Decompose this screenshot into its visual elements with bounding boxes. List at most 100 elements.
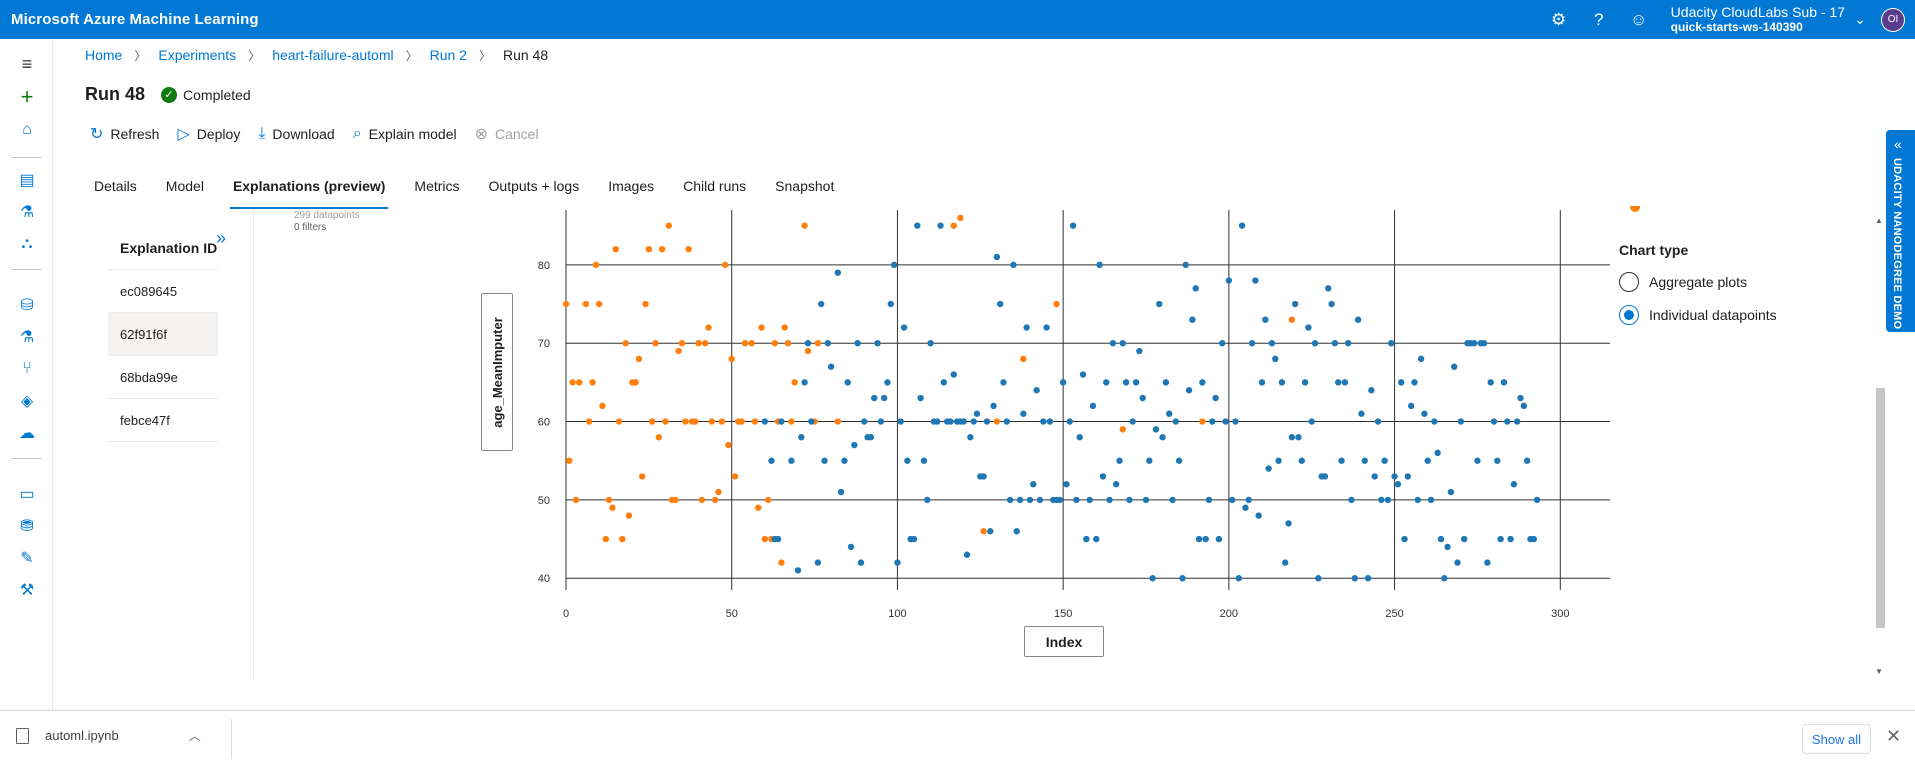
data-point-orange[interactable] [771, 339, 778, 347]
designer-icon[interactable]: ⛬ [21, 235, 33, 252]
data-point-orange[interactable] [741, 339, 749, 347]
data-point-blue[interactable] [1248, 339, 1256, 347]
scroll-up-icon[interactable]: ▲ [1875, 216, 1883, 225]
data-point-blue[interactable] [884, 379, 891, 386]
data-point-blue[interactable] [847, 543, 855, 551]
breadcrumb-parent-run[interactable]: Run 2 [429, 47, 467, 63]
data-point-orange[interactable] [612, 245, 619, 253]
data-point-blue[interactable] [827, 363, 835, 370]
refresh-button[interactable]: ↻ Refresh [90, 124, 159, 144]
data-point-blue[interactable] [1222, 418, 1229, 425]
data-point-orange[interactable] [804, 347, 812, 355]
data-point-blue[interactable] [1490, 418, 1498, 425]
data-point-blue[interactable] [1384, 496, 1392, 504]
data-point-blue[interactable] [1026, 496, 1034, 504]
data-point-orange[interactable] [778, 559, 785, 566]
data-point-blue[interactable] [1122, 379, 1130, 386]
data-point-blue[interactable] [920, 457, 928, 464]
data-point-blue[interactable] [980, 473, 987, 480]
data-point-blue[interactable] [1185, 387, 1193, 394]
data-point-orange[interactable] [980, 528, 987, 535]
data-point-blue[interactable] [1411, 379, 1418, 386]
data-point-orange[interactable] [1053, 300, 1060, 308]
data-point-orange[interactable] [784, 339, 792, 347]
data-point-orange[interactable] [615, 418, 623, 425]
feedback-smiley-icon[interactable]: ☺ [1629, 9, 1648, 29]
app-title[interactable]: Microsoft Azure Machine Learning [11, 11, 259, 28]
data-point-blue[interactable] [801, 379, 808, 386]
data-point-blue[interactable] [1016, 496, 1024, 504]
data-point-blue[interactable] [1258, 379, 1266, 386]
data-point-blue[interactable] [1172, 418, 1180, 425]
tab-child-runs[interactable]: Child runs [683, 178, 747, 194]
download-button[interactable]: ⤓ Download [258, 124, 334, 144]
data-point-orange[interactable] [993, 418, 1001, 425]
data-point-blue[interactable] [804, 339, 812, 347]
data-point-blue[interactable] [1219, 339, 1226, 347]
breadcrumb-experiments[interactable]: Experiments [158, 47, 237, 63]
data-point-blue[interactable] [1069, 222, 1077, 229]
data-point-blue[interactable] [774, 535, 782, 543]
data-point-blue[interactable] [1175, 457, 1183, 464]
data-point-blue[interactable] [1398, 379, 1405, 386]
data-point-blue[interactable] [1192, 285, 1199, 292]
data-point-blue[interactable] [1311, 339, 1319, 347]
data-point-blue[interactable] [1328, 300, 1335, 308]
data-point-blue[interactable] [1291, 300, 1299, 308]
data-point-blue[interactable] [768, 457, 775, 464]
data-point-blue[interactable] [1520, 402, 1528, 410]
data-point-blue[interactable] [1348, 496, 1355, 504]
data-point-blue[interactable] [1298, 457, 1305, 464]
data-point-orange[interactable] [708, 418, 716, 425]
data-point-blue[interactable] [1361, 457, 1368, 464]
data-point-blue[interactable] [867, 434, 875, 441]
data-point-orange[interactable] [755, 504, 762, 511]
data-point-blue[interactable] [1076, 434, 1083, 441]
explain-model-button[interactable]: ⌕ Explain model [353, 124, 457, 144]
data-point-blue[interactable] [1321, 473, 1329, 480]
data-point-blue[interactable] [1013, 528, 1020, 535]
linked-services-icon[interactable]: ⚒ [19, 582, 35, 599]
data-point-blue[interactable] [808, 418, 815, 425]
data-point-blue[interactable] [1394, 481, 1402, 488]
hamburger-menu-icon[interactable]: ≡ [21, 53, 33, 74]
data-point-blue[interactable] [1338, 457, 1345, 464]
data-point-orange[interactable] [566, 457, 573, 464]
data-point-orange[interactable] [725, 441, 732, 449]
tab-images[interactable]: Images [608, 178, 655, 194]
list-item[interactable]: ec089645 [108, 270, 218, 313]
data-point-blue[interactable] [1099, 473, 1107, 480]
data-point-orange[interactable] [605, 496, 613, 504]
data-point-blue[interactable] [1119, 339, 1127, 347]
chevron-down-icon[interactable]: ⌄ [1854, 11, 1866, 27]
data-point-blue[interactable] [1514, 418, 1521, 425]
cancel-button[interactable]: ⊗ Cancel [475, 124, 539, 144]
datasets-icon[interactable]: ⛁ [20, 297, 34, 314]
data-point-orange[interactable] [582, 300, 590, 308]
data-point-orange[interactable] [599, 402, 606, 410]
data-point-blue[interactable] [1232, 418, 1239, 425]
data-point-blue[interactable] [1063, 481, 1070, 488]
data-point-blue[interactable] [1166, 410, 1173, 417]
data-point-blue[interactable] [1093, 535, 1100, 543]
data-point-blue[interactable] [814, 559, 822, 566]
data-point-blue[interactable] [924, 496, 931, 504]
data-point-blue[interactable] [1156, 300, 1163, 308]
data-point-orange[interactable] [1199, 418, 1206, 425]
radio-button-selected[interactable] [1619, 305, 1639, 325]
data-point-orange[interactable] [602, 535, 609, 543]
data-point-blue[interactable] [1046, 418, 1054, 425]
data-point-orange[interactable] [801, 222, 808, 229]
data-point-blue[interactable] [1112, 481, 1120, 488]
data-point-blue[interactable] [1497, 535, 1504, 543]
data-point-orange[interactable] [715, 488, 722, 496]
tab-snapshot[interactable]: Snapshot [775, 178, 835, 194]
data-point-blue[interactable] [1301, 379, 1309, 386]
data-point-blue[interactable] [1228, 496, 1236, 504]
data-point-blue[interactable] [1351, 575, 1359, 582]
data-point-blue[interactable] [871, 394, 878, 402]
data-point-blue[interactable] [1434, 449, 1441, 457]
data-point-blue[interactable] [970, 418, 977, 425]
account-info[interactable]: Udacity CloudLabs Sub - 17 quick-starts-… [1671, 4, 1845, 35]
data-point-blue[interactable] [1530, 535, 1537, 543]
